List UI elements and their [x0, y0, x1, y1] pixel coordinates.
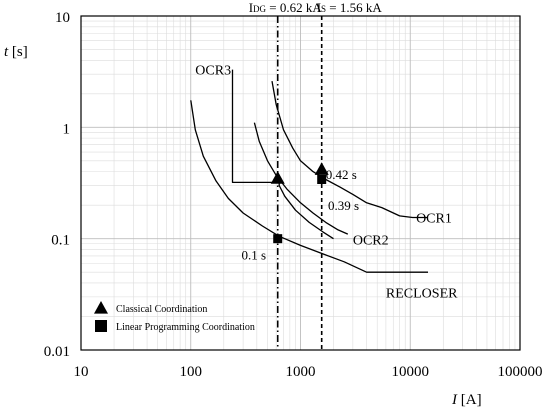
plot-frame: [80, 15, 521, 351]
x-tick-label: 10000: [392, 364, 430, 380]
x-axis-label: I [A]: [451, 392, 482, 408]
curve-label-ocr2: OCR2: [353, 234, 389, 249]
marker-square: [317, 174, 327, 184]
value-annotation: 0.1 s: [241, 248, 266, 263]
curve-label-ocr3: OCR3: [195, 64, 231, 79]
x-tick-label: 1000: [286, 364, 316, 380]
curve-recloser: [190, 100, 428, 273]
reference-line-label: IDG = 0.62 kA: [249, 0, 323, 15]
reference-subscript: S: [321, 4, 326, 14]
reference-value: = 0.62 kA: [266, 0, 322, 15]
curve-ocr3: [231, 69, 334, 240]
annotations: 0.42 s 0.39 s 0.1 s: [241, 167, 359, 262]
x-tick-label: 100: [180, 364, 203, 380]
legend-triangle-icon: [94, 301, 108, 314]
reference-symbol: I: [317, 0, 321, 15]
curve-ocr2: [253, 122, 349, 235]
x-axis-unit: [A]: [457, 392, 482, 408]
markers: [270, 162, 329, 244]
x-tick-label: 10: [74, 364, 89, 380]
curves: [190, 69, 428, 273]
marker-triangle: [314, 162, 329, 175]
value-annotation: 0.39 s: [328, 198, 359, 213]
curve-label-recloser: RECLOSER: [386, 286, 458, 301]
legend-label: Classical Coordination: [116, 304, 207, 315]
curve-label-ocr1: OCR1: [416, 211, 452, 226]
y-axis-symbol: t: [4, 44, 9, 60]
y-tick-label: 0.01: [44, 344, 70, 360]
x-axis-symbol: I: [451, 392, 458, 408]
legend: Classical Coordination Linear Programming…: [94, 301, 255, 333]
legend-square-icon: [95, 320, 107, 332]
y-tick-label: 1: [63, 121, 71, 137]
y-tick-label: 0.1: [51, 233, 70, 249]
value-annotation: 0.42 s: [326, 167, 357, 182]
reference-subscript: DG: [253, 4, 266, 14]
reference-value: = 1.56 kA: [326, 0, 382, 15]
y-axis-unit: [s]: [8, 44, 28, 60]
y-axis-label: t [s]: [4, 44, 28, 60]
marker-triangle: [270, 171, 285, 184]
legend-label: Linear Programming Coordination: [116, 322, 255, 333]
marker-square: [273, 234, 283, 244]
reference-symbol: I: [249, 0, 253, 15]
x-tick-label: 100000: [498, 364, 543, 380]
curve-labels: OCR1 OCR2 OCR3 RECLOSER: [195, 64, 458, 302]
reference-line-label: IS = 1.56 kA: [317, 0, 383, 15]
curve-ocr1: [271, 80, 428, 219]
y-tick-label: 10: [55, 10, 70, 26]
tick-labels: 10 100 1000 10000 100000 0.01 0.1 1 10: [44, 10, 543, 380]
